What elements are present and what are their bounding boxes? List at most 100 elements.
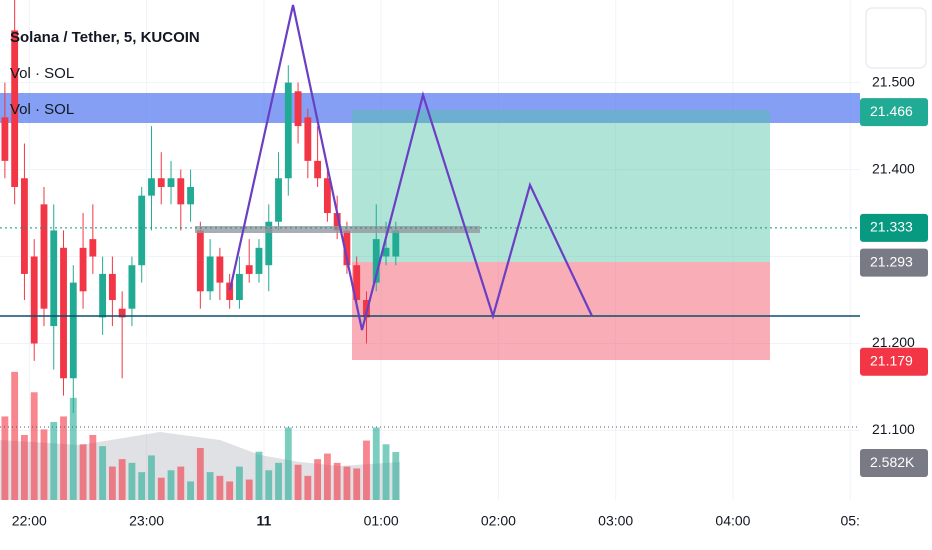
price-badge-label: 21.179 [870,352,913,368]
volume-bar [284,427,292,500]
volume-bar [255,451,263,500]
x-tick-label: 03:00 [598,513,633,529]
candle-body [99,273,107,318]
candle-body [226,282,234,300]
volume-bar [392,452,400,500]
volume-bar [275,462,282,500]
x-tick-label: 22:00 [12,513,47,529]
candle-body [50,230,58,327]
candle-body [196,230,204,292]
chart-title: Solana / Tether, 5, KUCOIN [10,29,200,46]
x-tick-label: 11 [256,513,271,529]
candle-body [333,213,341,231]
candle-body [323,178,331,214]
candle-body [245,265,253,274]
volume-bar [216,475,224,500]
candle-body [138,195,146,266]
volume-bar [60,416,67,500]
loss-zone [352,262,770,360]
volume-bar [167,470,175,500]
candle-body [79,247,87,292]
candle-body [1,117,9,161]
price-badge [860,347,928,376]
volume-bar [196,448,204,500]
volume-bar [1,416,9,500]
volume-bar [304,475,312,500]
range-box [195,226,480,233]
volume-bar [50,422,58,500]
volume-bar [128,462,136,500]
legend-item: Vol · SOL [10,101,74,118]
volume-bar [177,466,185,500]
candle-body [236,273,243,300]
volume-bar [382,444,390,500]
volume-bar [79,444,87,500]
candle-body [382,247,390,257]
volume-bar [40,429,48,500]
x-tick-label: 05: [840,513,859,529]
x-tick-label: 01:00 [364,513,399,529]
candle-body [216,256,224,283]
marks [1,0,400,500]
candle-body [265,221,273,266]
volume-bar [138,472,146,500]
candle-body [89,239,97,257]
candle-body [284,82,292,179]
candle-body [148,178,155,196]
price-badge [860,98,928,127]
volume-bar [118,459,126,500]
volume-bar [187,481,194,500]
price-badge-label: 21.466 [870,103,913,119]
volume-bar [363,440,370,500]
candle-body [40,204,48,309]
candle-body [177,178,185,205]
y-tick-label: 21.400 [872,160,915,176]
price-axis: 21.10021.20021.30021.40021.50022:0023:00… [0,73,928,529]
candle-body [167,178,175,187]
candle-body [294,91,302,127]
candle-body [187,186,194,205]
price-badge [860,449,928,478]
volume-bar [11,371,19,500]
candle-body [372,239,380,283]
volume-bar [353,468,361,500]
candle-body [69,282,77,379]
candle-body [314,160,322,179]
settings-button[interactable] [865,7,927,69]
candle-body [353,265,361,300]
x-tick-label: 04:00 [715,513,750,529]
volume-bar [226,481,234,500]
volume-bar [372,427,380,500]
volume-bar [333,462,341,500]
volume-bar [21,435,28,500]
volume-bar [245,479,253,500]
volume-bar [108,466,116,500]
price-badge-label: 21.293 [870,253,913,269]
pattern-line [228,4,593,331]
volume-bar [99,446,107,500]
volume-bar [323,453,331,500]
price-badge [860,213,928,242]
candle-body [157,178,165,187]
volume-bar [89,435,97,500]
candle-body [304,117,312,161]
price-badge-label: 21.333 [870,219,913,235]
candle-body [343,230,351,266]
volume-bar [314,459,322,500]
volume-bar [294,464,302,500]
volume-bar [157,477,165,500]
profit-zone [352,110,770,262]
y-tick-label: 21.500 [872,73,915,89]
price-badge [860,248,928,277]
candle-body [30,256,38,344]
candle-body [275,178,282,222]
candle-body [255,247,263,274]
candle-body [11,30,19,187]
candle-body [108,273,116,300]
y-tick-label: 21.100 [872,421,915,437]
candle-body [392,230,400,257]
volume-bar [30,392,38,500]
x-tick-label: 02:00 [481,513,516,529]
candle-body [60,247,67,379]
